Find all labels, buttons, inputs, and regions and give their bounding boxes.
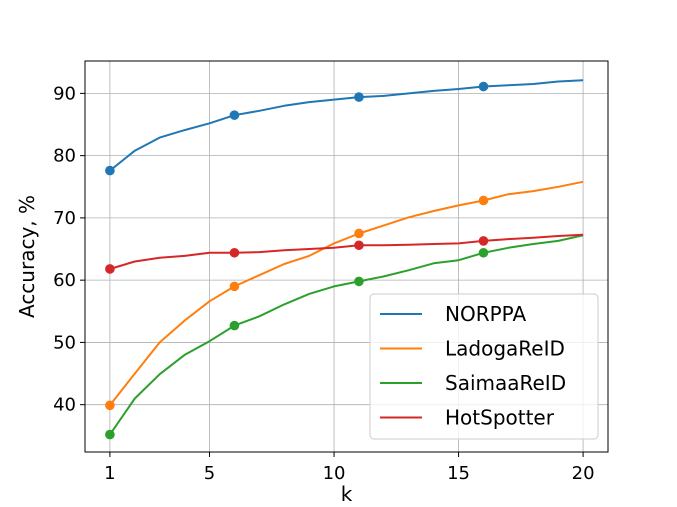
data-point-ladogareid [229,281,240,292]
plot-frame [84,60,609,453]
series-lines [109,79,584,436]
data-point-saimaareid [105,429,115,440]
y-tick-label: 90 [53,83,76,104]
x-tick-label: 5 [204,463,215,484]
data-point-saimaareid [229,320,240,331]
data-point-hotspotter [105,264,115,274]
data-point-norppa [478,81,489,92]
y-tick-label: 50 [53,332,76,353]
data-point-ladogareid [478,195,489,206]
y-tick-label: 60 [53,270,76,291]
data-point-hotspotter [478,236,489,246]
data-point-norppa [229,110,240,120]
x-tick-label: 20 [572,463,595,484]
x-tick-label: 1 [104,463,115,484]
legend-label: SaimaaReID [445,371,566,395]
data-point-ladogareid [105,400,115,411]
data-point-hotspotter [354,240,364,251]
y-tick-label: 40 [53,395,76,416]
y-tick-label: 80 [53,146,76,167]
data-point-hotspotter [229,247,240,258]
legend-label: LadogaReID [445,337,565,361]
series-line-hotspotter [109,233,584,270]
grid [85,61,608,452]
series-line-norppa [109,79,584,172]
x-tick-label: 15 [447,463,470,484]
y-tick-label: 70 [53,208,76,229]
data-point-saimaareid [478,247,489,258]
data-point-norppa [354,92,364,102]
legend-label: HotSpotter [445,406,555,430]
data-point-ladogareid [354,228,364,239]
series-markers [105,81,489,440]
series-line-saimaareid [109,234,584,436]
legend-box [369,293,599,440]
legend-label: NORPPA [445,302,526,326]
x-axis-label: k [341,482,353,506]
data-point-norppa [105,165,115,176]
legend: NORPPA LadogaReID SaimaaReID HotSpotter [369,293,599,440]
x-tick-label: 10 [323,463,346,484]
y-axis-label: Accuracy, % [15,195,39,318]
data-point-saimaareid [354,276,364,287]
series-line-ladogareid [109,180,584,406]
